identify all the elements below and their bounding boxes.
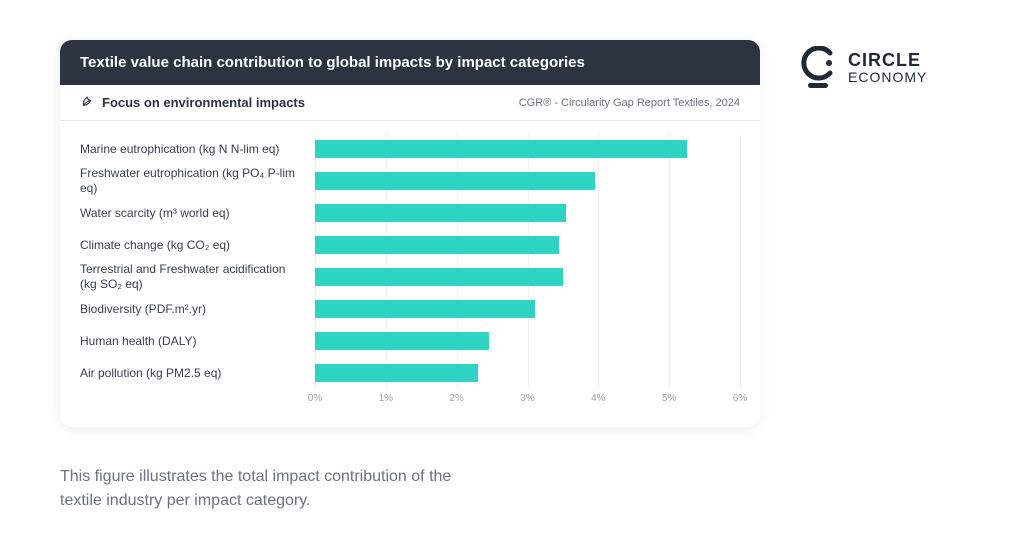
bar-row: Climate change (kg CO₂ eq) — [80, 229, 740, 261]
brand-logo-text: CIRCLE ECONOMY — [848, 51, 927, 85]
bar-label: Climate change (kg CO₂ eq) — [80, 238, 315, 253]
bar-track — [315, 229, 740, 261]
bar-label: Terrestrial and Freshwater acidification… — [80, 262, 315, 292]
bar-track — [315, 325, 740, 357]
bar-track — [315, 197, 740, 229]
bar-row: Terrestrial and Freshwater acidification… — [80, 261, 740, 293]
x-axis-ticks: 0%1%2%3%4%5%6% — [315, 393, 740, 411]
bar-fill — [315, 332, 489, 350]
bar-label: Biodiversity (PDF.m².yr) — [80, 302, 315, 317]
bar-track — [315, 165, 740, 197]
bar-row: Air pollution (kg PM2.5 eq) — [80, 357, 740, 389]
bar-track — [315, 261, 740, 293]
bar-fill — [315, 364, 478, 382]
bar-label: Air pollution (kg PM2.5 eq) — [80, 366, 315, 381]
bar-row: Marine eutrophication (kg N N-lim eq) — [80, 133, 740, 165]
x-axis-tick: 0% — [308, 393, 322, 404]
brand-logo: CIRCLE ECONOMY — [800, 40, 927, 90]
bar-fill — [315, 140, 687, 158]
leaf-icon — [80, 96, 94, 110]
bar-fill — [315, 268, 563, 286]
brand-logo-mark — [800, 46, 836, 90]
chart-subheader: Focus on environmental impacts CGR® - Ci… — [60, 85, 760, 121]
chart-card: Textile value chain contribution to glob… — [60, 40, 760, 427]
bar-fill — [315, 236, 559, 254]
chart-body: Marine eutrophication (kg N N-lim eq) Fre… — [60, 121, 760, 427]
source-label: CGR® - Circularity Gap Report Textiles, … — [519, 97, 740, 109]
chart-title: Textile value chain contribution to glob… — [60, 40, 760, 85]
x-axis-tick: 2% — [449, 393, 463, 404]
bar-track — [315, 357, 740, 389]
x-axis-tick: 4% — [591, 393, 605, 404]
bar-row: Human health (DALY) — [80, 325, 740, 357]
bar-fill — [315, 172, 595, 190]
bar-track — [315, 293, 740, 325]
x-axis-tick: 5% — [662, 393, 676, 404]
brand-name-line1: CIRCLE — [848, 51, 927, 70]
focus-label: Focus on environmental impacts — [80, 95, 305, 110]
figure-caption: This figure illustrates the total impact… — [0, 447, 520, 513]
bars-area: Marine eutrophication (kg N N-lim eq) Fre… — [80, 133, 740, 389]
bar-label: Marine eutrophication (kg N N-lim eq) — [80, 142, 315, 157]
bar-row: Water scarcity (m³ world eq) — [80, 197, 740, 229]
x-axis: 0%1%2%3%4%5%6% — [80, 393, 740, 411]
x-axis-tick: 6% — [733, 393, 747, 404]
brand-name-line2: ECONOMY — [848, 70, 927, 85]
x-axis-tick: 3% — [520, 393, 534, 404]
x-axis-tick: 1% — [379, 393, 393, 404]
bar-label: Freshwater eutrophication (kg PO₄ P-lim … — [80, 166, 315, 196]
bar-label: Water scarcity (m³ world eq) — [80, 206, 315, 221]
bar-row: Biodiversity (PDF.m².yr) — [80, 293, 740, 325]
bar-fill — [315, 300, 535, 318]
bar-track — [315, 133, 740, 165]
bar-fill — [315, 204, 566, 222]
bar-label: Human health (DALY) — [80, 334, 315, 349]
focus-label-text: Focus on environmental impacts — [102, 95, 305, 110]
bar-row: Freshwater eutrophication (kg PO₄ P-lim … — [80, 165, 740, 197]
main-container: Textile value chain contribution to glob… — [0, 0, 1024, 447]
